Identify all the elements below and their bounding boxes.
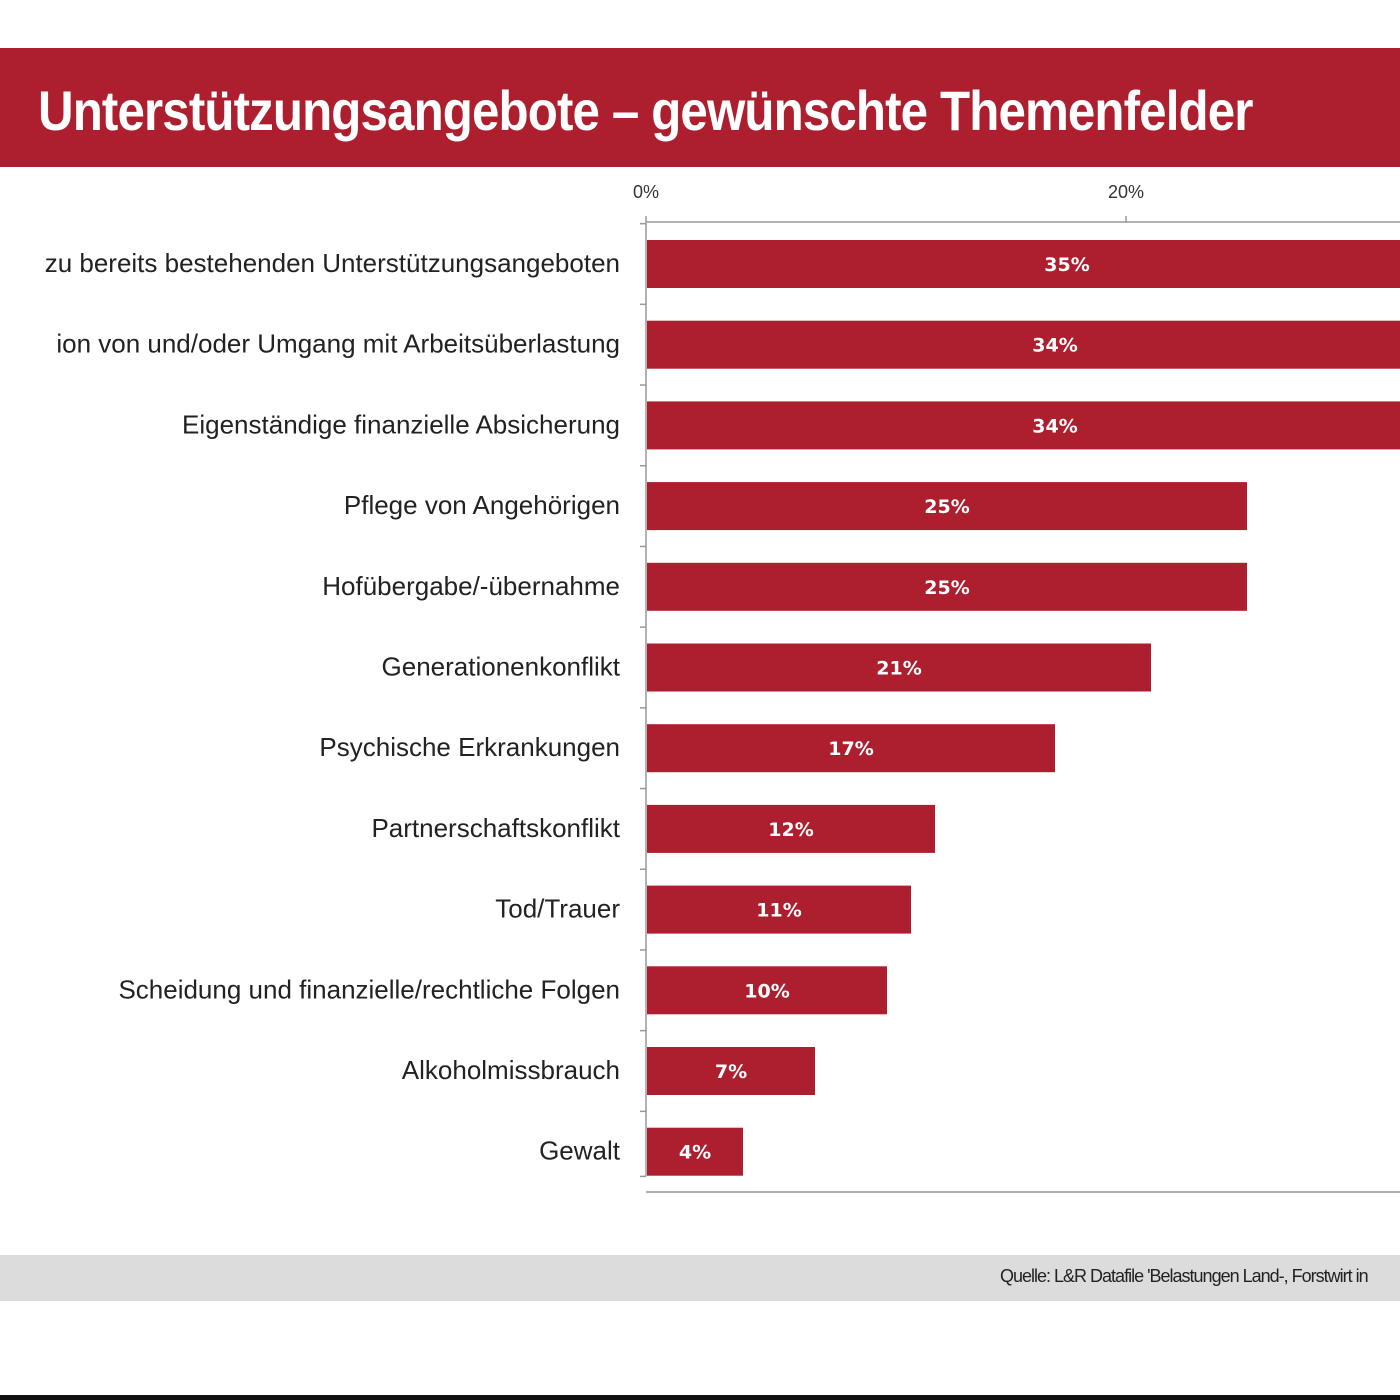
category-label: Psychische Erkrankungen	[319, 732, 620, 762]
data-label: 7%	[715, 1061, 747, 1083]
category-label: Tod/Trauer	[495, 894, 620, 924]
bar	[647, 401, 1400, 450]
category-label: Partnerschaftskonflikt	[371, 813, 620, 843]
source-note: Quelle: L&R Datafile 'Belastungen Land-,…	[1000, 1266, 1369, 1286]
category-label: Gewalt	[539, 1136, 621, 1166]
bar	[647, 240, 1400, 288]
category-label: Hofübergabe/-übernahme	[322, 571, 620, 601]
data-label: 25%	[924, 496, 969, 518]
bar	[647, 562, 1247, 611]
data-label: 21%	[876, 658, 921, 680]
category-label: zu bereits bestehenden Unterstützungsang…	[45, 248, 620, 278]
bar	[647, 643, 1151, 692]
category-label: Scheidung und finanzielle/rechtliche Fol…	[118, 974, 620, 1004]
category-label: Eigenständige finanzielle Absicherung	[182, 409, 620, 439]
bar	[647, 1127, 743, 1176]
footer-band	[0, 1255, 1400, 1301]
data-label: 12%	[768, 819, 813, 841]
x-tick-label: 0%	[633, 182, 659, 202]
category-label: Pflege von Angehörigen	[344, 490, 620, 520]
category-label: Alkoholmissbrauch	[402, 1055, 620, 1085]
data-label: 17%	[828, 738, 873, 760]
data-label: 10%	[744, 980, 789, 1002]
x-tick-label: 20%	[1108, 182, 1144, 202]
data-label: 34%	[1032, 335, 1077, 357]
data-label: 34%	[1032, 415, 1077, 437]
bar	[647, 1047, 815, 1095]
data-label: 4%	[679, 1142, 711, 1164]
category-label: Generationenkonflikt	[382, 652, 621, 682]
bar	[647, 804, 935, 853]
bar	[647, 724, 1055, 773]
chart-title: Unterstützungsangebote – gewünschte Them…	[38, 79, 1253, 142]
data-label: 11%	[756, 900, 801, 922]
data-label: 25%	[924, 577, 969, 599]
title-band	[0, 48, 1400, 167]
bar	[647, 482, 1247, 531]
bar	[647, 885, 911, 934]
bar	[647, 320, 1400, 369]
bar	[647, 966, 887, 1015]
bottom-border	[0, 1395, 1400, 1400]
data-label: 35%	[1044, 254, 1089, 276]
category-label: ion von und/oder Umgang mit Arbeitsüberl…	[56, 329, 620, 359]
